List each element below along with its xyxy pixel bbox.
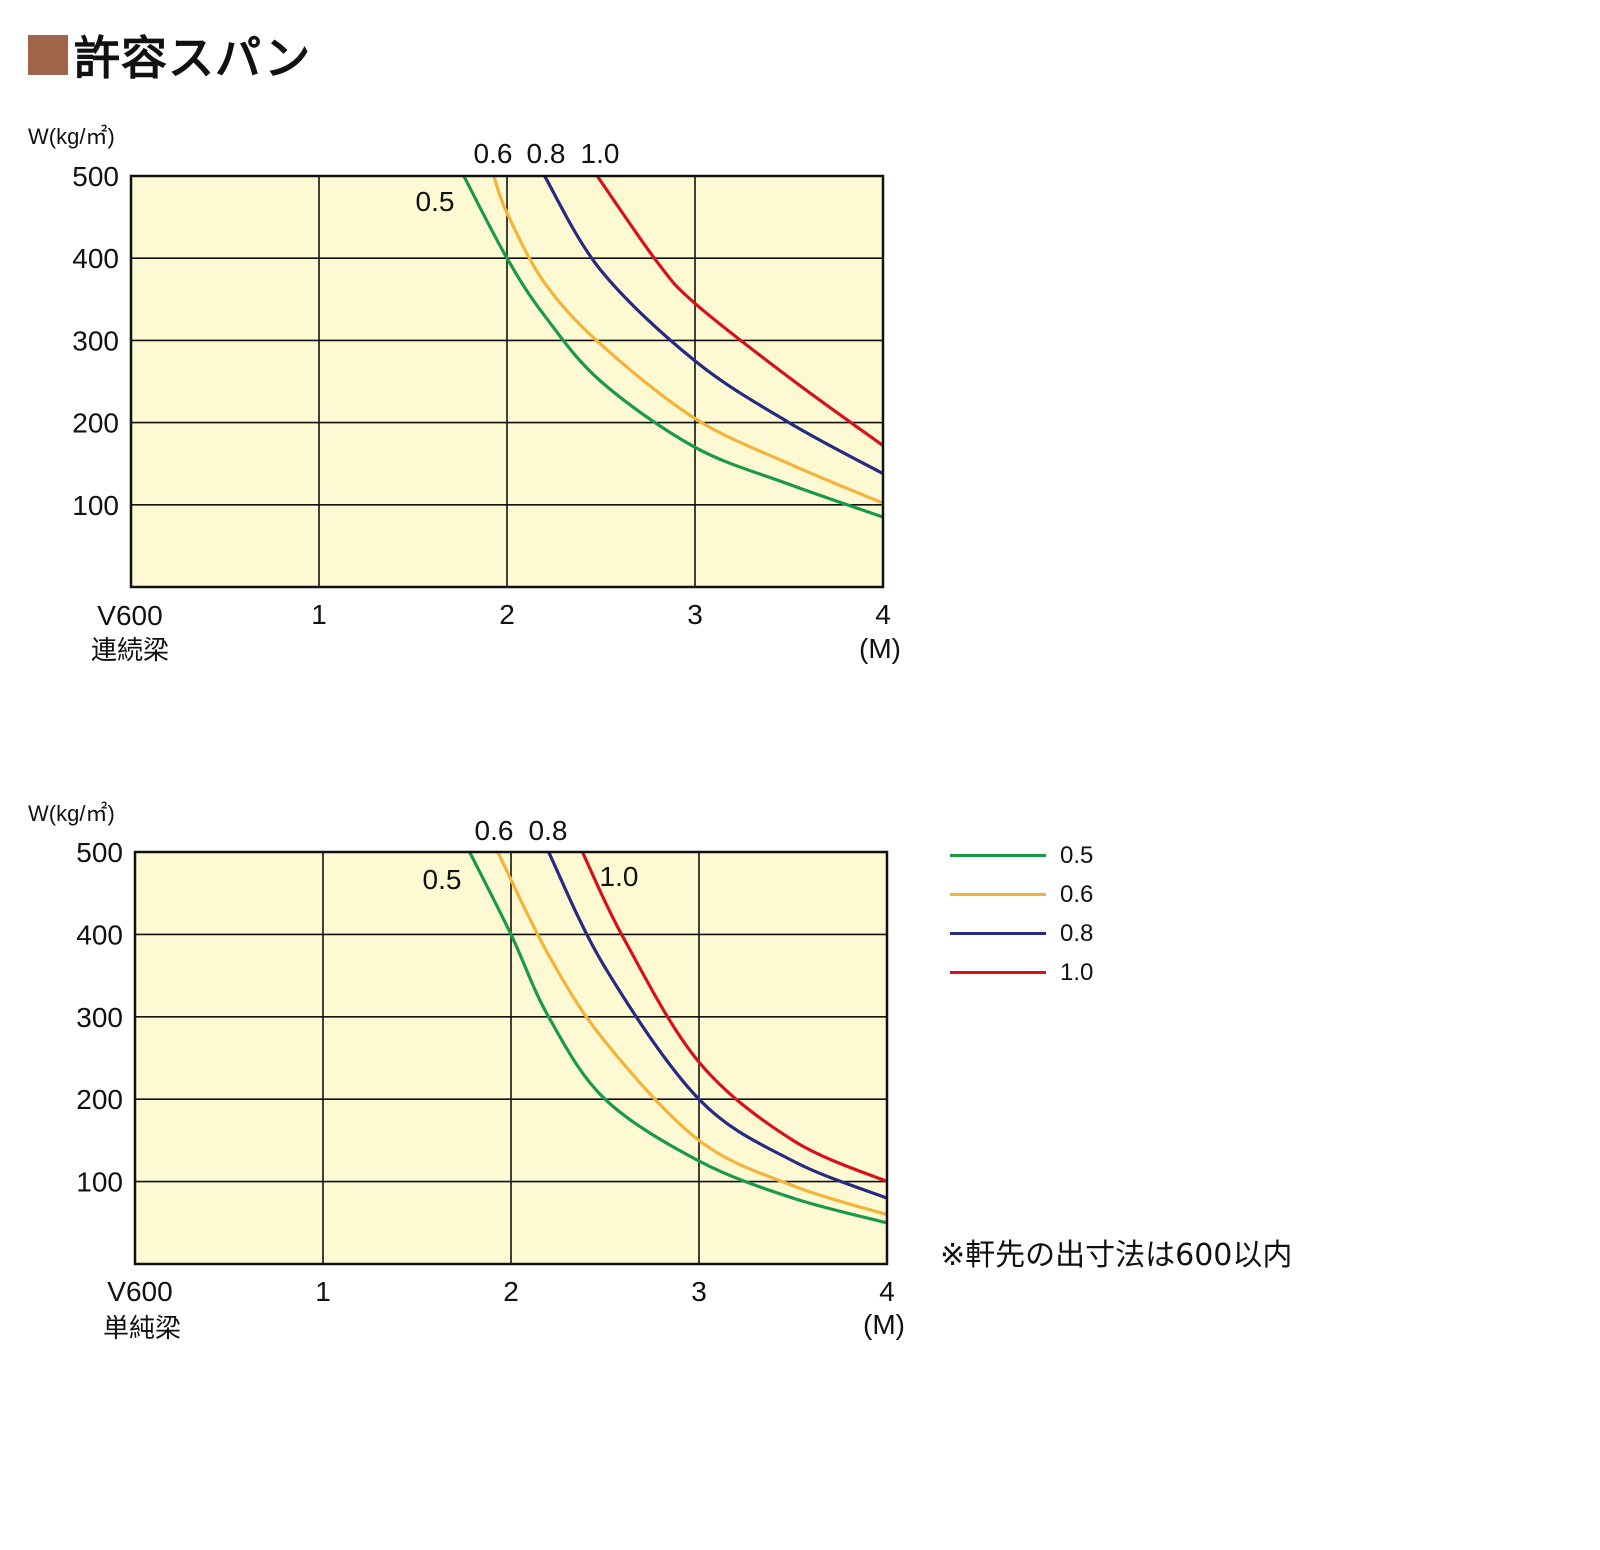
y-tick-label: 300 <box>72 325 119 356</box>
curve-label: 1.0 <box>581 138 620 169</box>
x-tick-label: 4 <box>875 599 891 630</box>
series-line-0-8 <box>543 176 883 476</box>
beam-type-label: 単純梁 <box>103 1314 181 1344</box>
legend-label: 0.5 <box>1060 841 1094 869</box>
x-tick-label: 3 <box>691 1276 707 1307</box>
y-tick-label: 400 <box>72 243 119 274</box>
series-line-0-6 <box>492 176 883 505</box>
series-line-0-5 <box>462 176 883 519</box>
y-tick-label: 500 <box>76 837 123 868</box>
model-label: V600 <box>107 1276 172 1307</box>
curve-label: 1.0 <box>600 861 639 892</box>
x-tick-label: 1 <box>315 1276 331 1307</box>
curve-label: 0.8 <box>529 815 568 846</box>
y-tick-label: 300 <box>76 1002 123 1033</box>
y-tick-label: 100 <box>76 1167 123 1198</box>
series-line-0-5 <box>468 852 887 1225</box>
legend-swatch-0-6 <box>950 893 1046 896</box>
series-line-1-0 <box>580 852 887 1184</box>
y-axis-label: W(kg/㎡) <box>28 124 115 149</box>
x-axis-unit: (M) <box>859 633 901 664</box>
legend-item: 0.6 <box>950 875 1093 914</box>
title-text: 許容スパン <box>74 31 312 85</box>
curve-label: 0.6 <box>475 815 514 846</box>
curve-label: 0.5 <box>416 186 455 217</box>
curve-label: 0.8 <box>527 138 566 169</box>
legend-label: 0.6 <box>1060 880 1094 908</box>
chart-continuous-beam: 100 200 300 400 500 1 2 3 4 W(kg/㎡) (M) V600 連続梁 0.5 0… <box>28 124 901 666</box>
y-tick-label: 200 <box>72 408 119 439</box>
plot-frame <box>129 174 885 589</box>
x-tick-label: 4 <box>879 1276 895 1307</box>
y-tick-label: 400 <box>76 919 123 950</box>
series-line-1-0 <box>595 176 883 447</box>
x-tick-label: 2 <box>503 1276 519 1307</box>
legend-item: 0.5 <box>950 836 1093 875</box>
y-tick-label: 100 <box>72 490 119 521</box>
legend-swatch-0-5 <box>950 854 1046 857</box>
legend-label: 1.0 <box>1060 958 1094 986</box>
legend-swatch-1-0 <box>950 971 1046 974</box>
x-tick-label: 1 <box>311 599 327 630</box>
legend-swatch-0-8 <box>950 932 1046 935</box>
curve-label: 0.6 <box>474 138 513 169</box>
legend-item: 0.8 <box>950 914 1093 953</box>
beam-type-label: 連続梁 <box>91 636 169 666</box>
plot-frame <box>133 850 889 1266</box>
x-tick-label: 3 <box>687 599 703 630</box>
legend-label: 0.8 <box>1060 919 1094 947</box>
model-label: V600 <box>97 600 162 631</box>
y-tick-label: 500 <box>72 161 119 192</box>
curve-label: 0.5 <box>423 864 462 895</box>
legend: 0.5 0.6 0.8 1.0 <box>950 836 1093 992</box>
chart-simple-beam: 100 200 300 400 500 1 2 3 4 W(kg/㎡) (M) V600 単純梁 0.5 0… <box>28 801 905 1344</box>
series-line-0-8 <box>547 852 887 1200</box>
y-axis-label: W(kg/㎡) <box>28 801 115 826</box>
series-line-0-6 <box>496 852 887 1217</box>
x-tick-label: 2 <box>499 599 515 630</box>
title-marker <box>28 35 68 75</box>
footnote: ※軒先の出寸法は600以内 <box>940 1238 1293 1273</box>
y-tick-label: 200 <box>76 1084 123 1115</box>
x-axis-unit: (M) <box>863 1309 905 1340</box>
page-title: 許容スパン <box>28 22 311 88</box>
legend-item: 1.0 <box>950 953 1093 992</box>
